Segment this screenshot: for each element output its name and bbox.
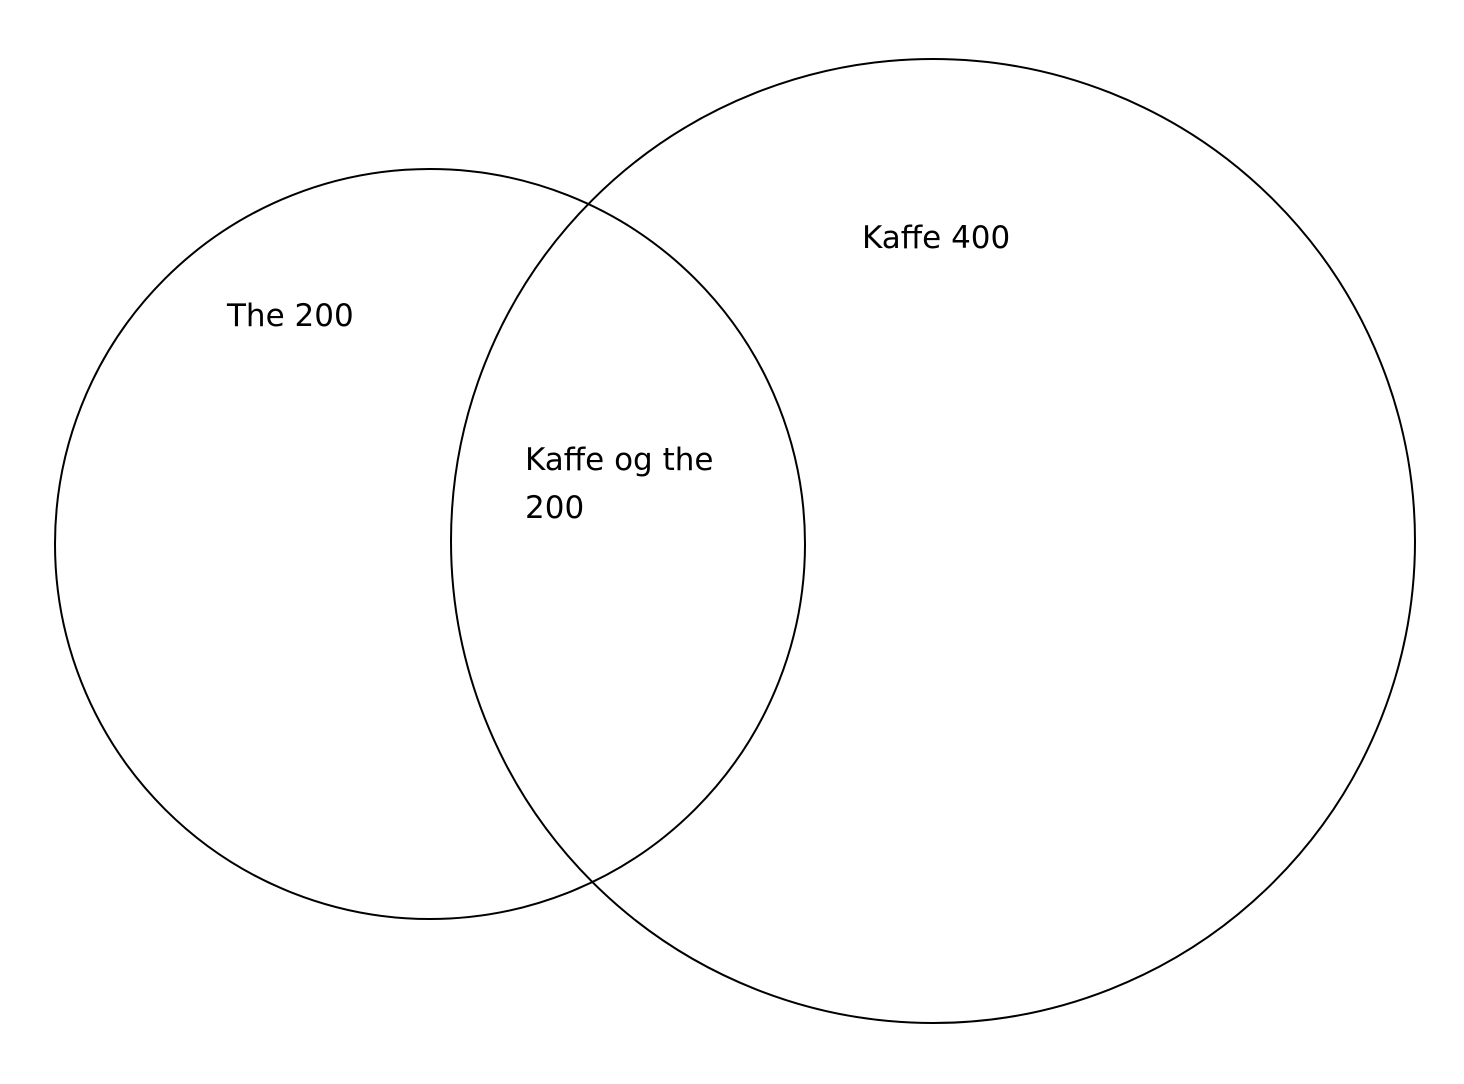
the-set-label: The 200 [226, 298, 354, 334]
intersection-label-line1: Kaffe og the [525, 442, 713, 478]
intersection-label: Kaffe og the 200 [525, 442, 723, 526]
kaffe-set-circle [450, 58, 1416, 1024]
intersection-label-line2: 200 [525, 490, 584, 526]
the-set-circle [54, 168, 806, 920]
kaffe-set-label: Kaffe 400 [862, 220, 1010, 256]
